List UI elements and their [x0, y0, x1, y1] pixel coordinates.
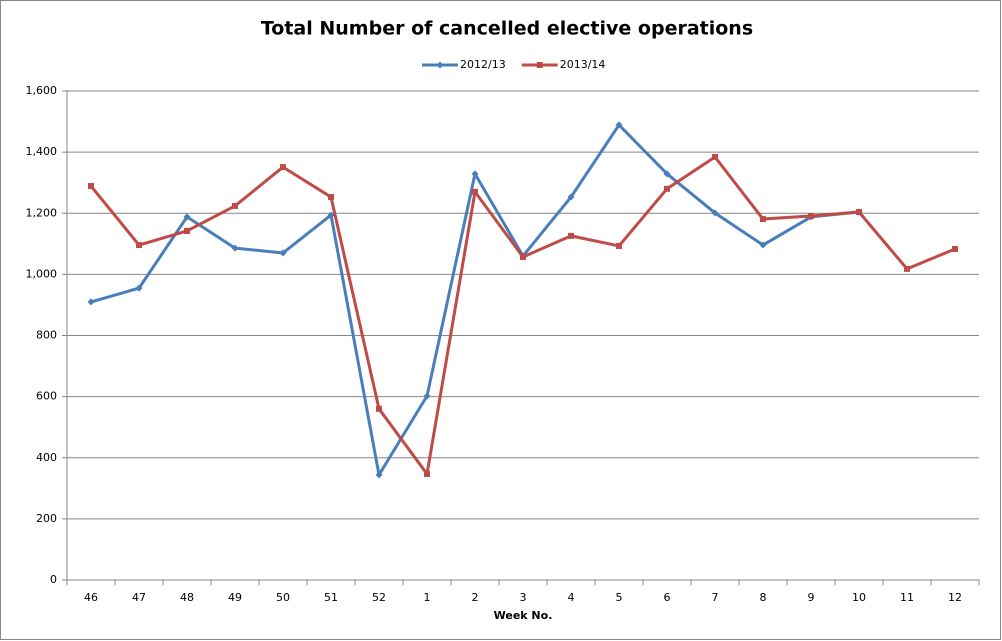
legend-marker — [436, 61, 444, 69]
data-point — [135, 284, 143, 292]
data-point — [664, 185, 670, 192]
data-point — [471, 170, 479, 178]
data-point — [712, 154, 718, 161]
x-tick-label: 52 — [372, 591, 386, 604]
data-point — [760, 216, 766, 223]
data-point — [328, 194, 334, 201]
data-point — [136, 242, 142, 249]
data-point — [663, 170, 671, 178]
x-axis-title: Week No. — [494, 609, 553, 622]
x-tick-label: 48 — [180, 591, 194, 604]
data-point — [856, 209, 862, 216]
x-tick-label: 7 — [712, 591, 719, 604]
data-point — [759, 241, 767, 249]
x-tick-label: 12 — [948, 591, 962, 604]
legend-label: 2012/13 — [460, 58, 506, 71]
data-point — [808, 213, 814, 220]
x-tick-label: 51 — [324, 591, 338, 604]
x-tick-label: 9 — [808, 591, 815, 604]
x-tick-label: 4 — [568, 591, 575, 604]
x-tick-label: 6 — [664, 591, 671, 604]
data-point — [616, 242, 622, 249]
y-tick-label: 800 — [36, 329, 57, 342]
data-point — [615, 121, 623, 129]
data-point — [472, 188, 478, 195]
x-tick-label: 8 — [760, 591, 767, 604]
y-tick-label: 0 — [50, 573, 57, 586]
y-tick-label: 200 — [36, 512, 57, 525]
data-point — [568, 232, 574, 239]
data-point — [567, 193, 575, 201]
data-point — [327, 211, 335, 219]
data-point — [232, 202, 238, 209]
data-point — [520, 253, 526, 260]
x-tick-label: 50 — [276, 591, 290, 604]
y-tick-label: 600 — [36, 390, 57, 403]
data-point — [280, 164, 286, 171]
data-point — [904, 265, 910, 272]
x-tick-label: 10 — [852, 591, 866, 604]
data-point — [423, 392, 431, 400]
y-tick-label: 1,000 — [26, 267, 58, 280]
x-tick-label: 3 — [520, 591, 527, 604]
x-tick-label: 1 — [424, 591, 431, 604]
data-point — [183, 213, 191, 221]
legend-label: 2013/14 — [560, 58, 606, 71]
y-tick-label: 1,400 — [26, 145, 58, 158]
data-point — [952, 246, 958, 253]
x-tick-label: 2 — [472, 591, 479, 604]
data-point — [375, 471, 383, 479]
y-tick-label: 1,600 — [26, 84, 58, 97]
x-tick-label: 5 — [616, 591, 623, 604]
x-tick-label: 11 — [900, 591, 914, 604]
data-point — [424, 470, 430, 477]
y-tick-label: 400 — [36, 451, 57, 464]
x-tick-label: 46 — [84, 591, 98, 604]
x-tick-label: 49 — [228, 591, 242, 604]
data-point — [184, 227, 190, 234]
data-point — [279, 249, 287, 257]
legend-marker — [536, 62, 543, 68]
x-tick-label: 47 — [132, 591, 146, 604]
y-tick-label: 1,200 — [26, 206, 58, 219]
data-point — [87, 298, 95, 306]
chart-title: Total Number of cancelled elective opera… — [261, 18, 753, 40]
data-point — [711, 209, 719, 217]
data-point — [376, 405, 382, 412]
data-point — [231, 244, 239, 252]
data-point — [88, 183, 94, 190]
